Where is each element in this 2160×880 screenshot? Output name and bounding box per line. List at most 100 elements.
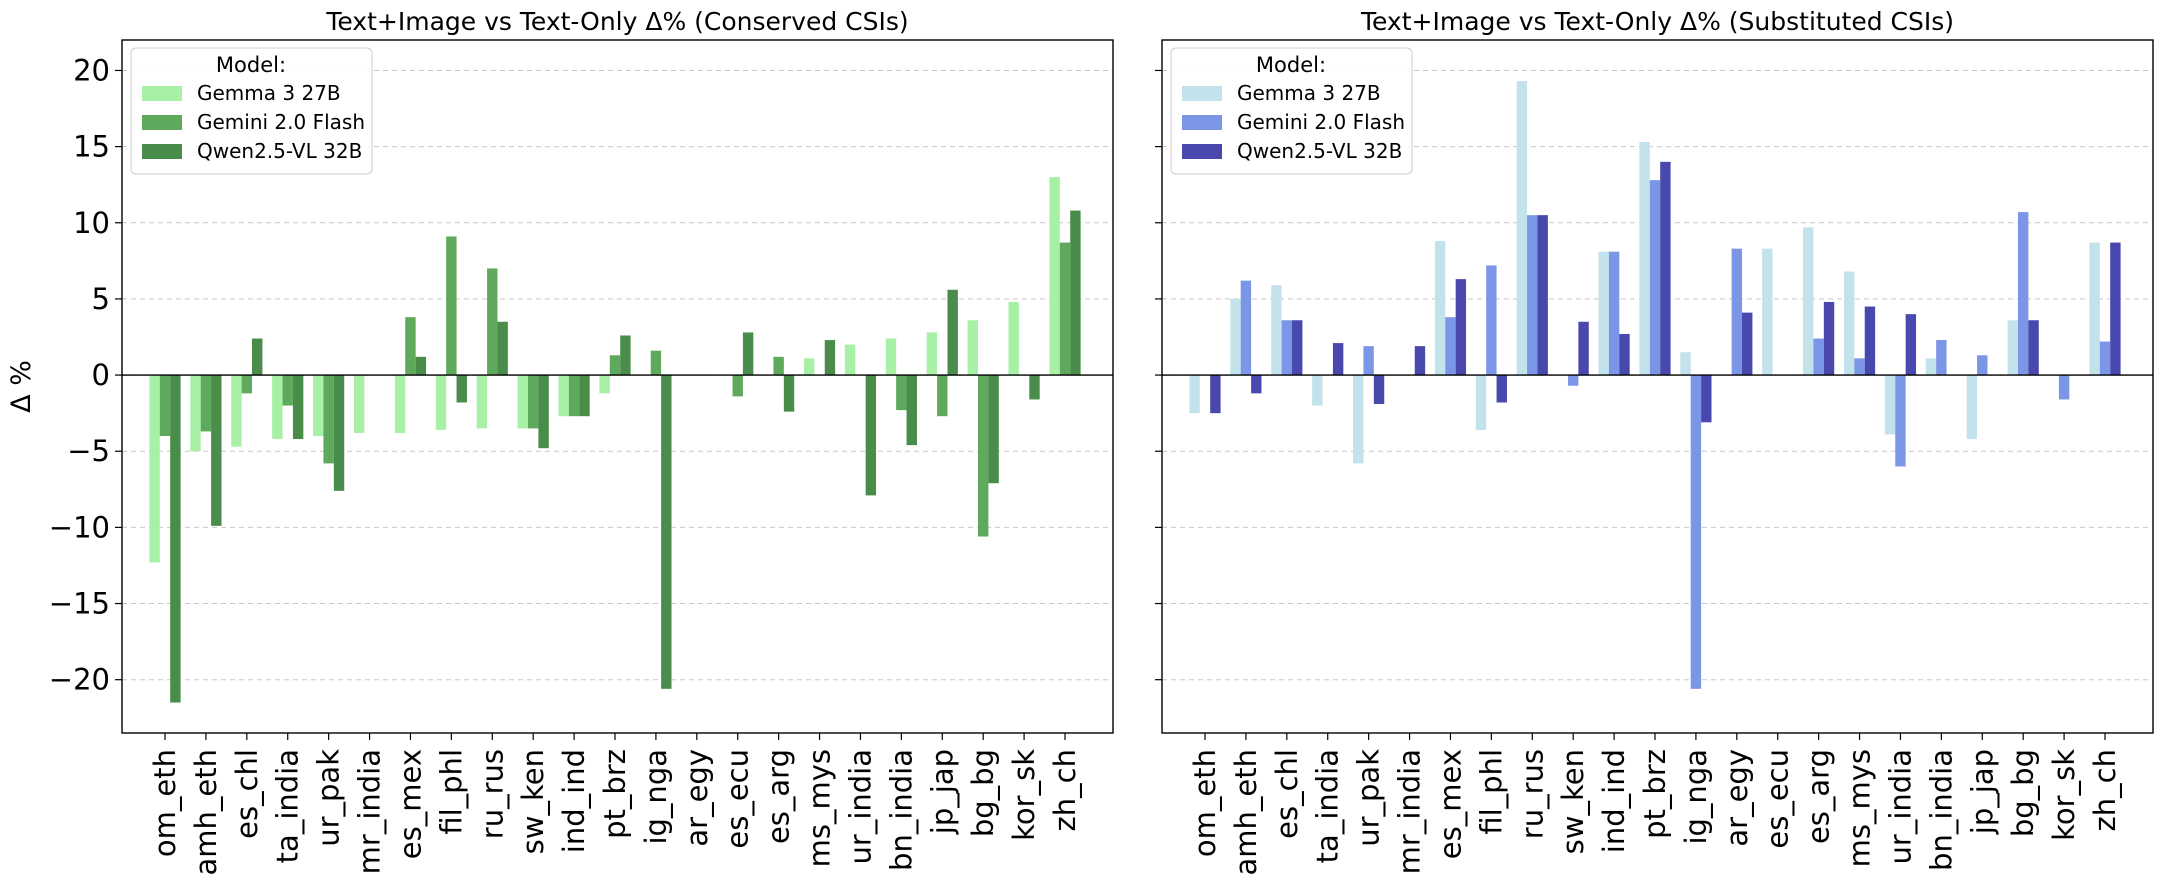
bar-bn_india-2 [896,375,907,411]
bar-ig_nga-2 [650,350,662,376]
bar-fil_phl-3 [1496,375,1507,403]
bar-es_chl-2 [1281,320,1293,376]
bar-jp_jap-2 [1977,355,1988,376]
bar-ur_pak-3 [333,375,345,491]
bar-bg_bg-1 [967,320,978,376]
bar-amh_eth-1 [1230,298,1241,376]
x-tick-label: pt_brz [598,749,632,839]
bar-ta_india-1 [272,375,283,440]
bar-zh_ch-3 [1070,210,1081,376]
bar-pt_brz-1 [1639,142,1650,376]
x-tick-label: ru_rus [475,749,509,839]
x-tick-label: es_arg [762,749,796,844]
x-tick-label: es_arg [1802,749,1836,844]
bar-es_chl-1 [231,375,242,447]
bar-ind_ind-1 [558,375,569,417]
bar-sw_ken-3 [1578,321,1589,376]
bar-ur_pak-3 [1373,375,1385,405]
bar-ar_egy-2 [1731,248,1743,376]
x-tick-label: ar_egy [680,749,714,847]
bar-fil_phl-3 [456,375,467,403]
legend-label: Gemma 3 27B [1237,81,1381,105]
x-tick-label: ms_mys [803,749,837,867]
axes-frame [1161,39,2154,734]
legend-title: Model: [216,53,286,77]
bar-ta_india-1 [1312,375,1323,406]
bar-pt_brz-2 [609,355,621,376]
axes-frame [121,39,1114,734]
bar-bn_india-3 [906,375,917,446]
bar-sw_ken-1 [517,375,528,429]
legend-label: Qwen2.5-VL 32B [197,139,362,163]
x-tick-label: es_mex [1433,749,1467,859]
bar-mr_india-1 [353,375,365,433]
bar-ru_rus-3 [1537,215,1548,376]
y-tick-label: −15 [49,587,110,621]
x-tick-label: bg_bg [2006,749,2040,837]
bar-ar_egy-3 [1742,312,1753,376]
x-tick-label: kor_sk [1007,749,1041,841]
bar-ru_rus-2 [487,268,498,376]
bar-bg_bg-2 [2017,212,2029,376]
y-tick-label: 10 [73,206,110,240]
bar-es_ecu-1 [1762,248,1773,376]
bar-ms_mys-2 [1854,358,1865,376]
bar-om_eth-2 [159,375,171,436]
bar-pt_brz-1 [599,375,610,394]
bar-es_arg-3 [1823,301,1835,376]
chart-panel-2: om_eth amh_eth es_chl ta_india ur_pak mr_indi… [1155,7,2154,876]
bar-ta_india-3 [1332,343,1344,376]
x-tick-label: bg_bg [966,749,1000,837]
x-tick-label: fil_phl [1474,749,1508,835]
x-tick-label: es_mex [393,749,427,859]
legend-swatch [1182,86,1222,101]
chart-panel-1: −20 −15 −10 −5 0 5 10 15 20 om_eth amh_eth es_chl ta… [6,7,1114,876]
x-tick-label: ind_ind [1597,749,1631,853]
x-tick-label: sw_ken [516,749,550,854]
bar-es_mex-1 [394,375,406,433]
bar-ur_pak-1 [313,375,324,436]
bar-es_chl-3 [1292,320,1303,376]
bar-es_chl-1 [1271,285,1282,376]
bar-zh_ch-1 [2089,242,2100,376]
bar-ms_mys-1 [1843,271,1855,376]
y-axis-label: Δ % [6,360,37,413]
bar-ta_india-3 [292,375,304,440]
bar-ind_ind-1 [1598,251,1609,376]
x-tick-label: jp_jap [1965,749,1999,835]
x-tick-label: fil_phl [434,749,468,835]
x-tick-label: bn_india [884,749,918,871]
bar-ms_mys-3 [824,340,836,376]
bar-ind_ind-3 [1619,333,1630,376]
bar-bg_bg-3 [988,375,999,484]
bar-ig_nga-3 [1701,375,1712,423]
legend-swatch [142,86,182,101]
bar-ind_ind-2 [568,375,580,417]
legend-label: Qwen2.5-VL 32B [1237,139,1402,163]
bar-jp_jap-3 [947,289,958,376]
legend-box [1170,47,1413,175]
bar-bn_india-2 [1936,340,1947,376]
bar-jp_jap-1 [1966,375,1978,440]
x-tick-label: ur_pak [312,749,346,847]
bar-es_arg-3 [783,375,795,412]
bar-zh_ch-1 [1049,177,1060,376]
bar-ur_pak-2 [323,375,334,464]
bar-om_eth-1 [149,375,160,563]
y-tick-label: 15 [73,130,110,164]
legend-swatch [1182,115,1222,130]
bar-ta_india-2 [282,375,293,406]
bar-es_ecu-2 [732,375,743,397]
bar-bn_india-1 [1925,358,1937,376]
x-tick-label: om_eth [1188,749,1222,857]
bar-ru_rus-3 [497,321,508,376]
bar-kor_sk-3 [1029,375,1040,400]
bar-amh_eth-2 [200,375,212,432]
bar-fil_phl-1 [1475,375,1487,430]
x-tick-label: amh_eth [189,749,223,876]
bar-sw_ken-3 [538,375,549,449]
legend-label: Gemini 2.0 Flash [197,110,365,134]
bar-es_chl-3 [252,338,263,376]
bar-fil_phl-1 [435,375,447,430]
bar-ur_india-1 [1884,375,1896,435]
